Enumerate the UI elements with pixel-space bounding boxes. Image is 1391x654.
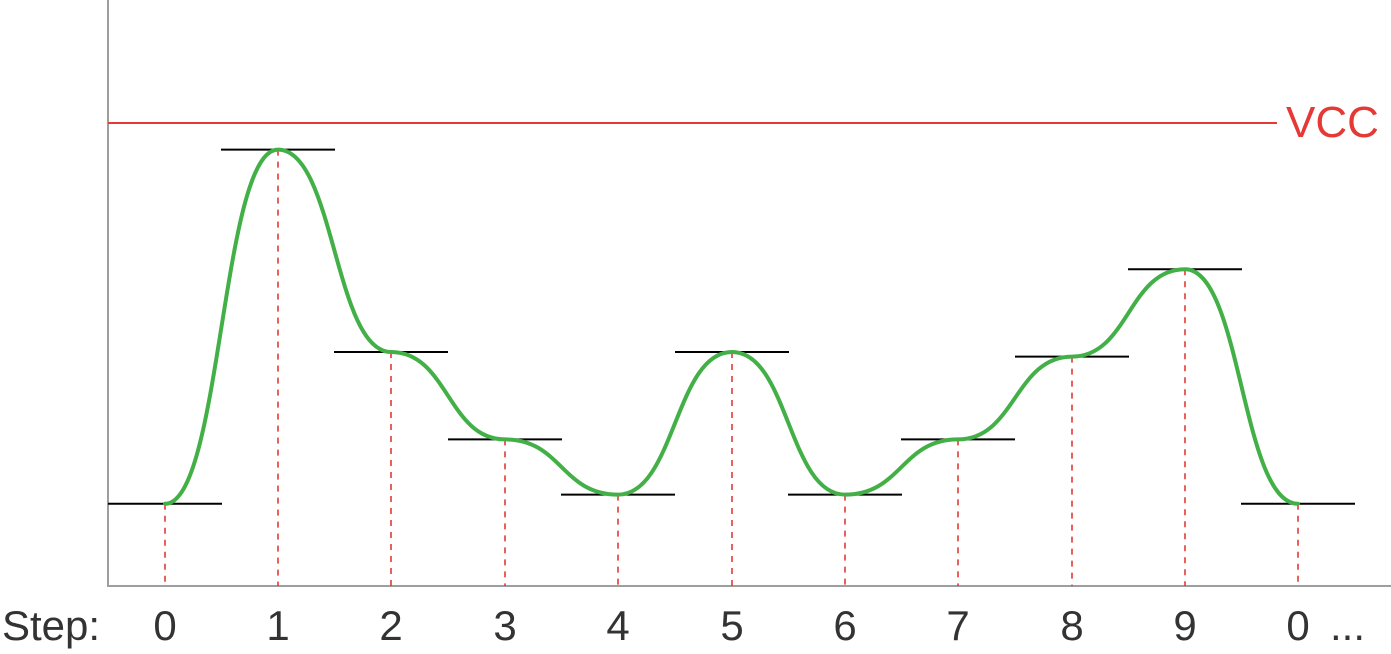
step-label-7: 7 xyxy=(946,602,969,649)
step-label-5: 5 xyxy=(720,602,743,649)
step-label-2: 2 xyxy=(379,602,402,649)
output-waveform xyxy=(163,147,1300,506)
step-guides xyxy=(164,149,1299,586)
step-prefix-label: Step: xyxy=(2,602,100,649)
step-label-4: 4 xyxy=(606,602,629,649)
step-label-9: 9 xyxy=(1173,602,1196,649)
step-label-6: 6 xyxy=(833,602,856,649)
step-label-1: 1 xyxy=(266,602,289,649)
step-labels: 0 1 2 3 4 5 6 7 8 9 0 xyxy=(153,602,1309,649)
step-label-0: 0 xyxy=(153,602,176,649)
step-label-10: 0 xyxy=(1286,602,1309,649)
step-label-3: 3 xyxy=(493,602,516,649)
step-label-8: 8 xyxy=(1060,602,1083,649)
vcc-label: VCC xyxy=(1286,98,1379,147)
ellipsis-label: ... xyxy=(1330,602,1365,649)
